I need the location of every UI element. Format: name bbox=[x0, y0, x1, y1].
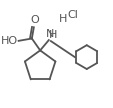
Text: Cl: Cl bbox=[67, 10, 78, 20]
Text: H: H bbox=[58, 14, 67, 24]
Text: HO: HO bbox=[0, 36, 17, 46]
Text: N: N bbox=[46, 29, 54, 39]
Text: H: H bbox=[49, 30, 57, 40]
Text: O: O bbox=[30, 15, 39, 25]
